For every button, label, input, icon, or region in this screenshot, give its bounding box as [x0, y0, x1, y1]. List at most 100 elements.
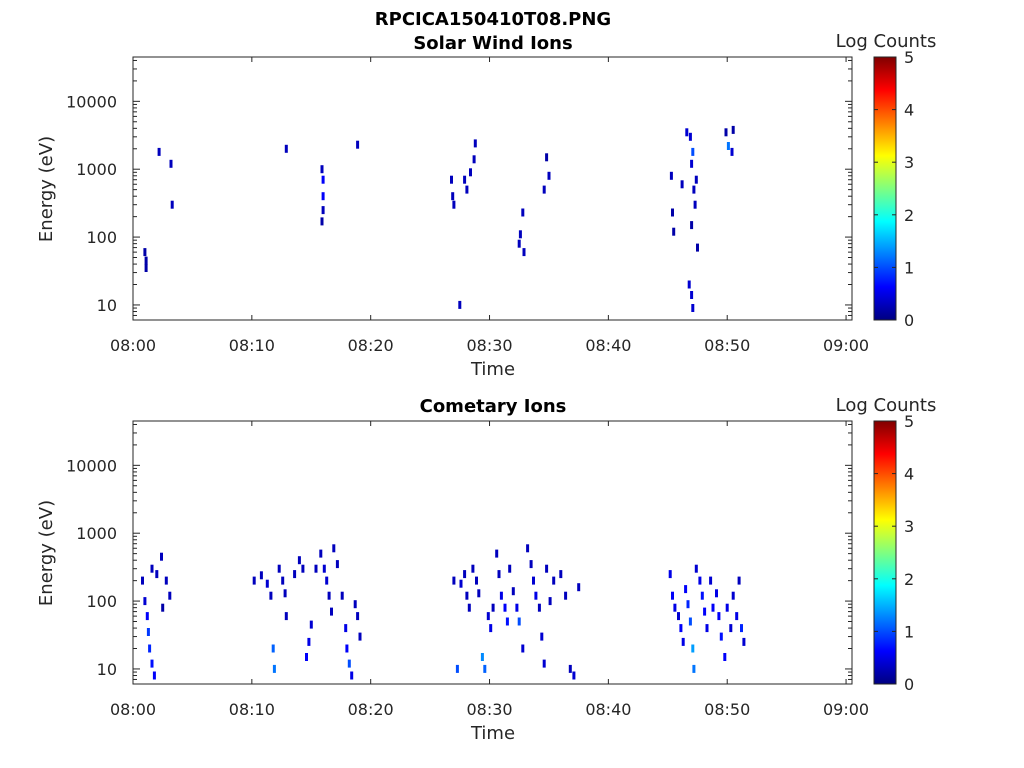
- heatmap-cell: [160, 552, 163, 561]
- heatmap-cell: [680, 180, 684, 189]
- heatmap-cell: [452, 200, 456, 209]
- solar-wind-xlabel: Time: [470, 359, 515, 380]
- colorbar-tick-label: 3: [904, 517, 914, 536]
- heatmap-cell: [540, 632, 544, 641]
- heatmap-cell: [547, 171, 551, 180]
- heatmap-cell: [344, 624, 348, 633]
- cometary-colorbar-label: Log Counts: [836, 395, 937, 416]
- heatmap-cell: [307, 637, 311, 646]
- heatmap-cell: [475, 576, 478, 585]
- heatmap-cell: [469, 168, 472, 177]
- cometary-xlabel: Time: [470, 723, 515, 744]
- cometary-ylabel: Energy (eV): [36, 500, 57, 606]
- heatmap-cell: [314, 564, 318, 573]
- heatmap-cell: [356, 140, 360, 149]
- heatmap-cell: [730, 147, 734, 156]
- heatmap-cell: [548, 597, 552, 606]
- heatmap-cell: [269, 591, 273, 600]
- heatmap-cell: [265, 579, 269, 588]
- heatmap-cell: [164, 576, 168, 585]
- heatmap-cell: [508, 564, 512, 573]
- x-tick-label: 08:10: [229, 700, 275, 719]
- heatmap-cell: [499, 591, 503, 600]
- heatmap-cell: [301, 564, 305, 573]
- heatmap-cell: [677, 612, 680, 621]
- heatmap-cell: [305, 653, 308, 661]
- heatmap-cell: [577, 583, 581, 592]
- heatmap-cell: [731, 125, 735, 134]
- heatmap-cell: [455, 664, 459, 673]
- heatmap-cell: [144, 264, 148, 272]
- heatmap-cell: [465, 185, 469, 194]
- heatmap-cell: [325, 576, 329, 585]
- heatmap-cell: [529, 560, 533, 569]
- heatmap-cell: [719, 632, 723, 641]
- heatmap-cell: [358, 632, 362, 641]
- solar-wind-panel: Solar Wind Ions Time Energy (eV) Log Cou…: [36, 31, 936, 380]
- heatmap-cell: [330, 607, 333, 616]
- solar-wind-ylabel: Energy (eV): [36, 136, 57, 242]
- heatmap-cell: [731, 591, 735, 600]
- heatmap-cell: [353, 600, 357, 609]
- heatmap-cell: [517, 239, 521, 248]
- heatmap-cell: [322, 564, 326, 573]
- x-tick-label: 08:40: [585, 700, 631, 719]
- plot-frame: [132, 420, 853, 685]
- heatmap-cell: [347, 659, 351, 668]
- heatmap-cell: [690, 221, 694, 230]
- solar-wind-cells: [143, 125, 735, 312]
- heatmap-cell: [486, 612, 490, 621]
- heatmap-cell: [309, 620, 313, 629]
- colorbar-tick-label: 2: [904, 570, 914, 589]
- heatmap-cell: [321, 175, 325, 184]
- heatmap-cell: [542, 659, 546, 668]
- heatmap-cell: [735, 612, 739, 621]
- heatmap-cell: [690, 291, 694, 299]
- x-tick-label: 08:20: [348, 700, 394, 719]
- heatmap-cell: [703, 607, 707, 616]
- x-tick-label: 08:00: [110, 336, 156, 355]
- heatmap-cell: [277, 564, 281, 573]
- heatmap-cell: [143, 248, 147, 257]
- colorbar-tick-label: 0: [904, 675, 914, 694]
- heatmap-cell: [463, 570, 467, 579]
- heatmap-cell: [737, 576, 741, 585]
- heatmap-cell: [690, 159, 694, 168]
- heatmap-cell: [518, 230, 522, 239]
- heatmap-cell: [284, 612, 288, 621]
- heatmap-cell: [537, 603, 541, 612]
- heatmap-cell: [696, 243, 699, 252]
- cometary-title: Cometary Ions: [420, 396, 567, 417]
- heatmap-cell: [152, 671, 156, 680]
- heatmap-cell: [272, 664, 276, 673]
- y-tick-label: 10000: [66, 92, 117, 111]
- heatmap-cell: [545, 153, 549, 162]
- solar-wind-colorbar: 0 1 2 3 4 5: [873, 48, 914, 330]
- heatmap-cell: [688, 617, 692, 626]
- heatmap-cell: [332, 544, 336, 553]
- heatmap-cell: [688, 132, 692, 141]
- heatmap-cell: [143, 597, 147, 606]
- heatmap-cell: [709, 576, 713, 585]
- heatmap-cell: [505, 617, 509, 626]
- colorbar-tick-label: 5: [904, 48, 914, 67]
- heatmap-cell: [491, 603, 495, 612]
- x-tick-label: 08:50: [704, 336, 750, 355]
- heatmap-cell: [480, 653, 484, 661]
- heatmap-cell: [559, 570, 563, 579]
- heatmap-cell: [283, 589, 287, 598]
- heatmap-cell: [681, 637, 685, 646]
- heatmap-cell: [150, 564, 154, 573]
- y-tick-label: 100: [86, 592, 117, 611]
- x-tick-label: 08:30: [466, 336, 512, 355]
- x-tick-label: 09:00: [823, 336, 869, 355]
- heatmap-cell: [477, 589, 481, 598]
- heatmap-cell: [522, 248, 526, 257]
- colorbar-tick-label: 2: [904, 206, 914, 225]
- heatmap-cell: [463, 175, 467, 184]
- heatmap-cell: [150, 659, 154, 668]
- heatmap-cell: [471, 564, 475, 573]
- heatmap-cell: [673, 603, 677, 612]
- heatmap-cell: [692, 664, 696, 673]
- heatmap-cell: [723, 653, 727, 661]
